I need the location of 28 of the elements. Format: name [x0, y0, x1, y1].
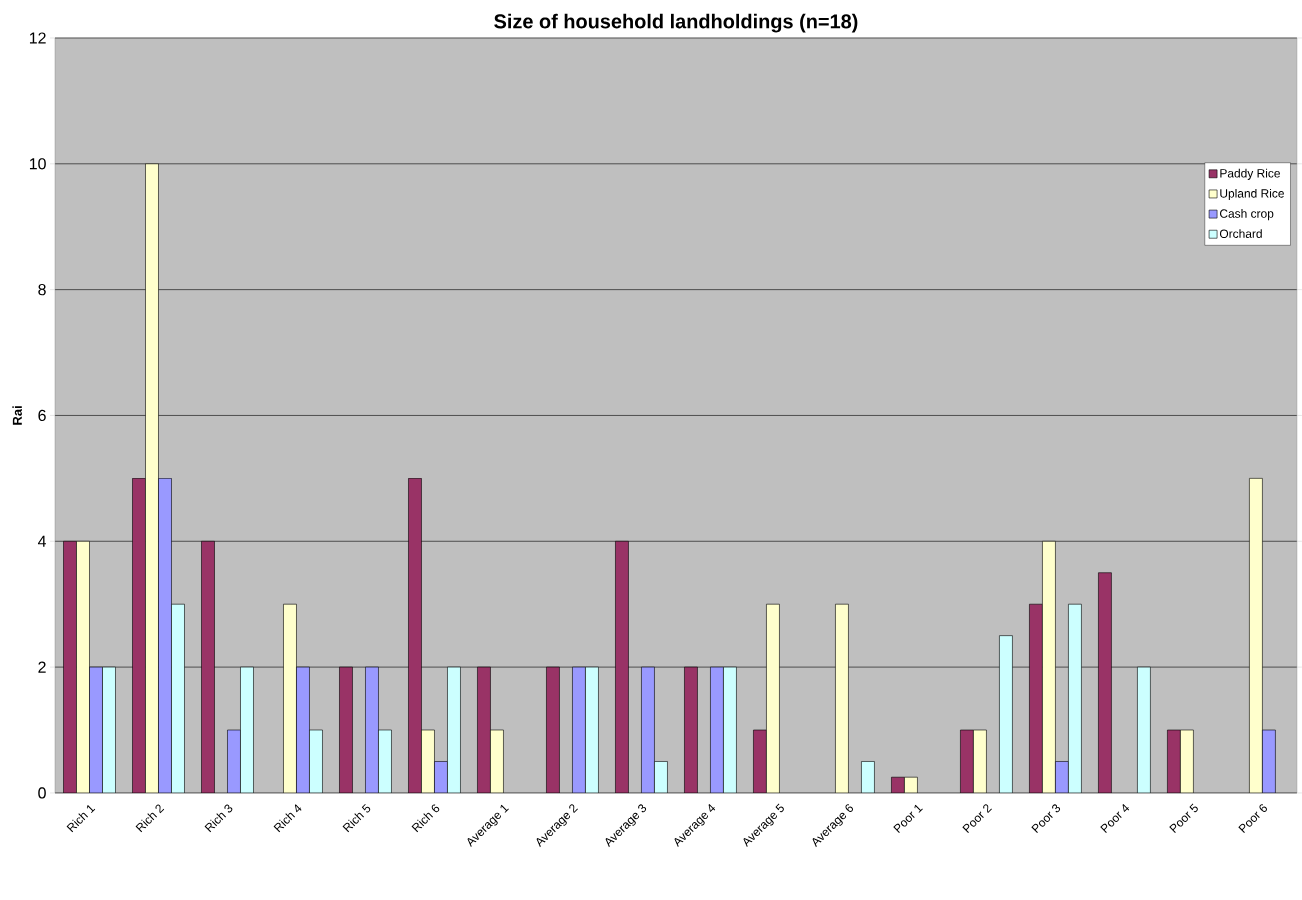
x-tick-label: Rich 4 — [273, 804, 302, 833]
chart-title: Size of household landholdings (n=18) — [494, 13, 858, 33]
y-tick-label: 2 — [38, 661, 46, 673]
y-tick-label: 6 — [38, 409, 46, 422]
bar — [102, 666, 116, 793]
y-tick-label: 12 — [29, 32, 46, 44]
bar — [723, 666, 737, 793]
bar — [1137, 666, 1151, 793]
y-tick-label: 10 — [29, 158, 46, 170]
bar — [1068, 603, 1082, 793]
bar — [999, 635, 1013, 793]
legend-label: Cash crop — [1219, 209, 1274, 221]
bar — [447, 666, 461, 793]
bar — [171, 603, 185, 793]
legend-label: Orchard — [1219, 229, 1262, 238]
y-tick-label: 8 — [38, 284, 46, 296]
bar — [585, 666, 599, 793]
y-tick-label: 4 — [37, 535, 47, 547]
x-tick-label: Rich 3 — [204, 804, 233, 833]
y-tick-label: 0 — [38, 787, 46, 799]
x-tick-label: Rich 5 — [342, 803, 371, 833]
x-tick-label: Rich 1 — [66, 805, 96, 833]
legend-label: Upland Rice — [1220, 188, 1284, 201]
y-axis-title: Rai — [12, 406, 22, 425]
legend-label: Paddy Rice — [1220, 168, 1280, 180]
x-tick-label: Rich 2 — [135, 804, 165, 833]
bar — [240, 666, 254, 793]
x-tick-label: Rich 6 — [411, 804, 440, 833]
